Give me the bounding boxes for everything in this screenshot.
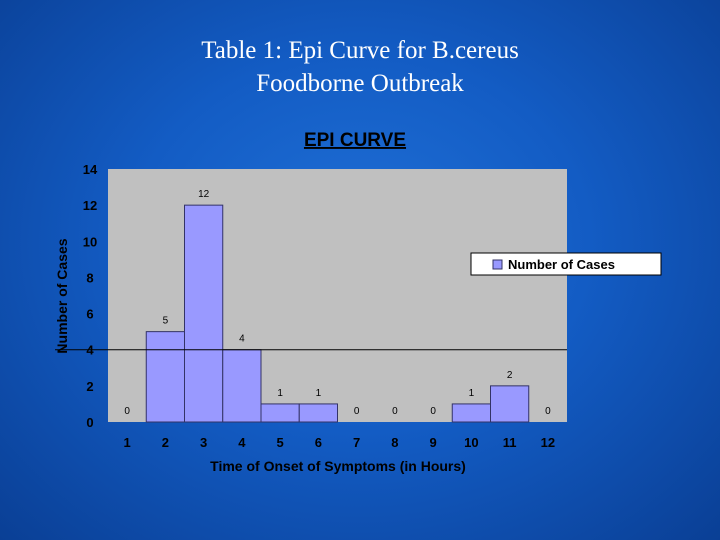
legend-label: Number of Cases [508, 257, 615, 272]
y-tick-label: 10 [83, 234, 97, 249]
data-label: 1 [316, 388, 322, 399]
x-tick-label: 11 [503, 435, 517, 450]
data-label: 0 [354, 406, 360, 417]
x-tick-label: 9 [430, 435, 437, 450]
x-tick-label: 4 [238, 435, 246, 450]
bar [260, 403, 300, 423]
chart-title: EPI CURVE [304, 130, 406, 151]
x-tick-label: 5 [277, 435, 284, 450]
slide-title: Table 1: Epi Curve for B.cereus Foodborn… [0, 34, 720, 100]
legend: Number of Cases [470, 252, 662, 276]
bar [222, 349, 262, 423]
x-tick-label: 1 [124, 435, 131, 450]
x-tick-label: 8 [391, 435, 398, 450]
data-label: 0 [545, 406, 551, 417]
bar [184, 204, 224, 423]
legend-box [470, 252, 662, 276]
y-tick-label: 0 [86, 415, 93, 430]
x-tick-label: 2 [162, 435, 169, 450]
y-tick-label: 8 [86, 270, 93, 285]
bar [490, 385, 530, 423]
slide-title-line-2: Foodborne Outbreak [256, 70, 464, 97]
y-axis-label: Number of Cases [54, 238, 70, 353]
data-label: 2 [507, 370, 513, 381]
y-tick-label: 12 [83, 198, 97, 213]
bar [145, 331, 185, 423]
x-axis-label: Time of Onset of Symptoms (in Hours) [210, 458, 466, 474]
y-tick-label: 14 [83, 162, 98, 177]
x-tick-label: 10 [464, 435, 478, 450]
x-tick-label: 7 [353, 435, 360, 450]
data-label: 1 [277, 388, 283, 399]
x-tick-label: 6 [315, 435, 322, 450]
bar [451, 403, 491, 423]
data-label: 0 [124, 406, 130, 417]
x-tick-label: 12 [541, 435, 555, 450]
bar [298, 403, 338, 423]
data-label: 5 [163, 316, 169, 327]
data-label: 0 [430, 406, 436, 417]
y-tick-label: 6 [86, 307, 93, 322]
data-label: 12 [198, 189, 210, 200]
legend-swatch [492, 259, 503, 270]
data-label: 0 [392, 406, 398, 417]
data-label: 4 [239, 334, 245, 345]
x-tick-label: 3 [200, 435, 207, 450]
y-tick-label: 2 [86, 379, 93, 394]
slide-title-line-1: Table 1: Epi Curve for B.cereus [201, 37, 519, 64]
data-label: 1 [469, 388, 475, 399]
